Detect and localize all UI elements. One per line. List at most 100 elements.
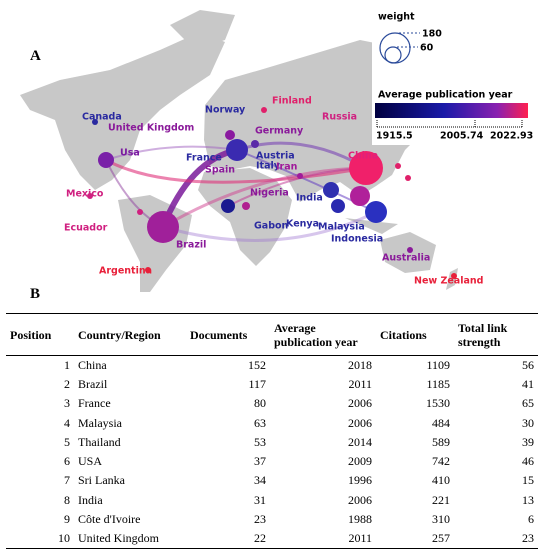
legend-size-label: 180 <box>422 29 442 40</box>
country-label: Usa <box>120 148 140 159</box>
country-label: France <box>186 153 222 164</box>
country-label: Norway <box>205 105 246 116</box>
table-cell: 65 <box>522 396 534 411</box>
legend-color-label: 2005.74 <box>440 131 484 142</box>
table-cell: 22 <box>254 531 266 546</box>
column-header: Position <box>10 327 52 342</box>
table-cell: 221 <box>432 492 450 507</box>
table-cell: Sri Lanka <box>78 473 125 488</box>
country-label: Argentina <box>99 266 152 277</box>
table-cell: 2011 <box>348 531 372 546</box>
table-row: 4 Malaysia 63 2006 484 30 <box>6 413 538 432</box>
country-label: United Kingdom <box>108 123 194 134</box>
legend-color-label: 1915.5 <box>376 131 413 142</box>
table-cell: 1185 <box>426 376 450 391</box>
country-label: Indonesia <box>331 234 383 245</box>
table-row: 9 Côte d'Ivoire 23 1988 310 6 <box>6 510 538 529</box>
table-cell: 6 <box>528 512 534 527</box>
table-cell: 2018 <box>348 357 372 372</box>
table-cell: 1530 <box>426 396 450 411</box>
table-row: 8 India 31 2006 221 13 <box>6 491 538 510</box>
table-cell: 56 <box>522 357 534 372</box>
table-cell: 257 <box>432 531 450 546</box>
table-cell: 39 <box>522 434 534 449</box>
table-row: 3 France 80 2006 1530 65 <box>6 394 538 413</box>
table-cell: 53 <box>254 434 266 449</box>
table-cell: 10 <box>58 531 70 546</box>
table-cell: 742 <box>432 454 450 469</box>
table-cell: 4 <box>64 415 70 430</box>
table-cell: 484 <box>432 415 450 430</box>
network-map: weight 180 60 Average publication year 1… <box>20 10 534 292</box>
table-cell: 1109 <box>426 357 450 372</box>
table-cell: 34 <box>254 473 266 488</box>
column-header: Average publication year <box>274 320 358 349</box>
table-cell: 310 <box>432 512 450 527</box>
country-label: China <box>348 151 378 162</box>
legend-color-label: 2022.93 <box>490 131 533 142</box>
table-cell: 6 <box>64 454 70 469</box>
table-cell: India <box>78 492 103 507</box>
country-label: New Zealand <box>414 276 483 287</box>
table-cell: 63 <box>254 415 266 430</box>
country-label: Italy <box>256 161 281 172</box>
table-cell: 2014 <box>348 434 372 449</box>
header-row: Position Country/Region Documents Average p… <box>6 313 538 356</box>
country-label: Australia <box>382 253 430 264</box>
table-cell: 23 <box>522 531 534 546</box>
country-label: Russia <box>322 112 357 123</box>
table-cell: 3 <box>64 396 70 411</box>
table-cell: 2006 <box>348 415 372 430</box>
table-cell: 2009 <box>348 454 372 469</box>
table-cell: 31 <box>254 492 266 507</box>
table-row: 6 USA 37 2009 742 46 <box>6 452 538 471</box>
table-row: 5 Thailand 53 2014 589 39 <box>6 433 538 452</box>
table-cell: 23 <box>254 512 266 527</box>
legend-size-label: 60 <box>420 43 434 54</box>
table-cell: 37 <box>254 454 266 469</box>
column-header: Citations <box>380 327 427 342</box>
table-cell: 13 <box>522 492 534 507</box>
country-label: Gabon <box>254 221 289 232</box>
results-table: Position Country/Region Documents Average p… <box>6 313 538 549</box>
country-label: Canada <box>82 112 122 123</box>
table-cell: Côte d'Ivoire <box>78 512 141 527</box>
table-cell: Thailand <box>78 434 121 449</box>
table-cell: 80 <box>254 396 266 411</box>
table-cell: 15 <box>522 473 534 488</box>
table-cell: 9 <box>64 512 70 527</box>
table-cell: USA <box>78 454 103 469</box>
table-cell: 7 <box>64 473 70 488</box>
column-header: Country/Region <box>78 327 161 342</box>
column-header: Total link strength <box>458 320 508 349</box>
country-label: Kenya <box>286 219 319 230</box>
country-label: Finland <box>272 96 312 107</box>
nodes <box>87 107 457 279</box>
table-cell: 1 <box>64 357 70 372</box>
table-row: 1 China 152 2018 1109 56 <box>6 356 538 375</box>
table-body: 1 China 152 2018 1109 56 2 Brazil 117 2011 1185 41 3… <box>6 356 538 549</box>
table-cell: 589 <box>432 434 450 449</box>
table-cell: 30 <box>522 415 534 430</box>
country-label: Iran <box>276 162 298 173</box>
panel-label: B <box>30 286 41 302</box>
table-row: 2 Brazil 117 2011 1185 41 <box>6 375 538 394</box>
table-cell: 2011 <box>348 376 372 391</box>
table-cell: Malaysia <box>78 415 122 430</box>
country-label: Mexico <box>66 189 104 200</box>
table-cell: 152 <box>248 357 266 372</box>
table-cell: 2006 <box>348 492 372 507</box>
table-cell: 1988 <box>348 512 372 527</box>
table-row: 10 United Kingdom 22 2011 257 23 <box>6 529 538 549</box>
column-header: Documents <box>190 327 248 342</box>
country-label: Spain <box>205 165 235 176</box>
country-label: Ecuador <box>64 223 108 234</box>
table-cell: 41 <box>522 376 534 391</box>
table-row: 7 Sri Lanka 34 1996 410 15 <box>6 471 538 490</box>
table-cell: 8 <box>64 492 70 507</box>
table-cell: 410 <box>432 473 450 488</box>
country-label: Malaysia <box>318 222 365 233</box>
table-cell: Brazil <box>78 376 108 391</box>
